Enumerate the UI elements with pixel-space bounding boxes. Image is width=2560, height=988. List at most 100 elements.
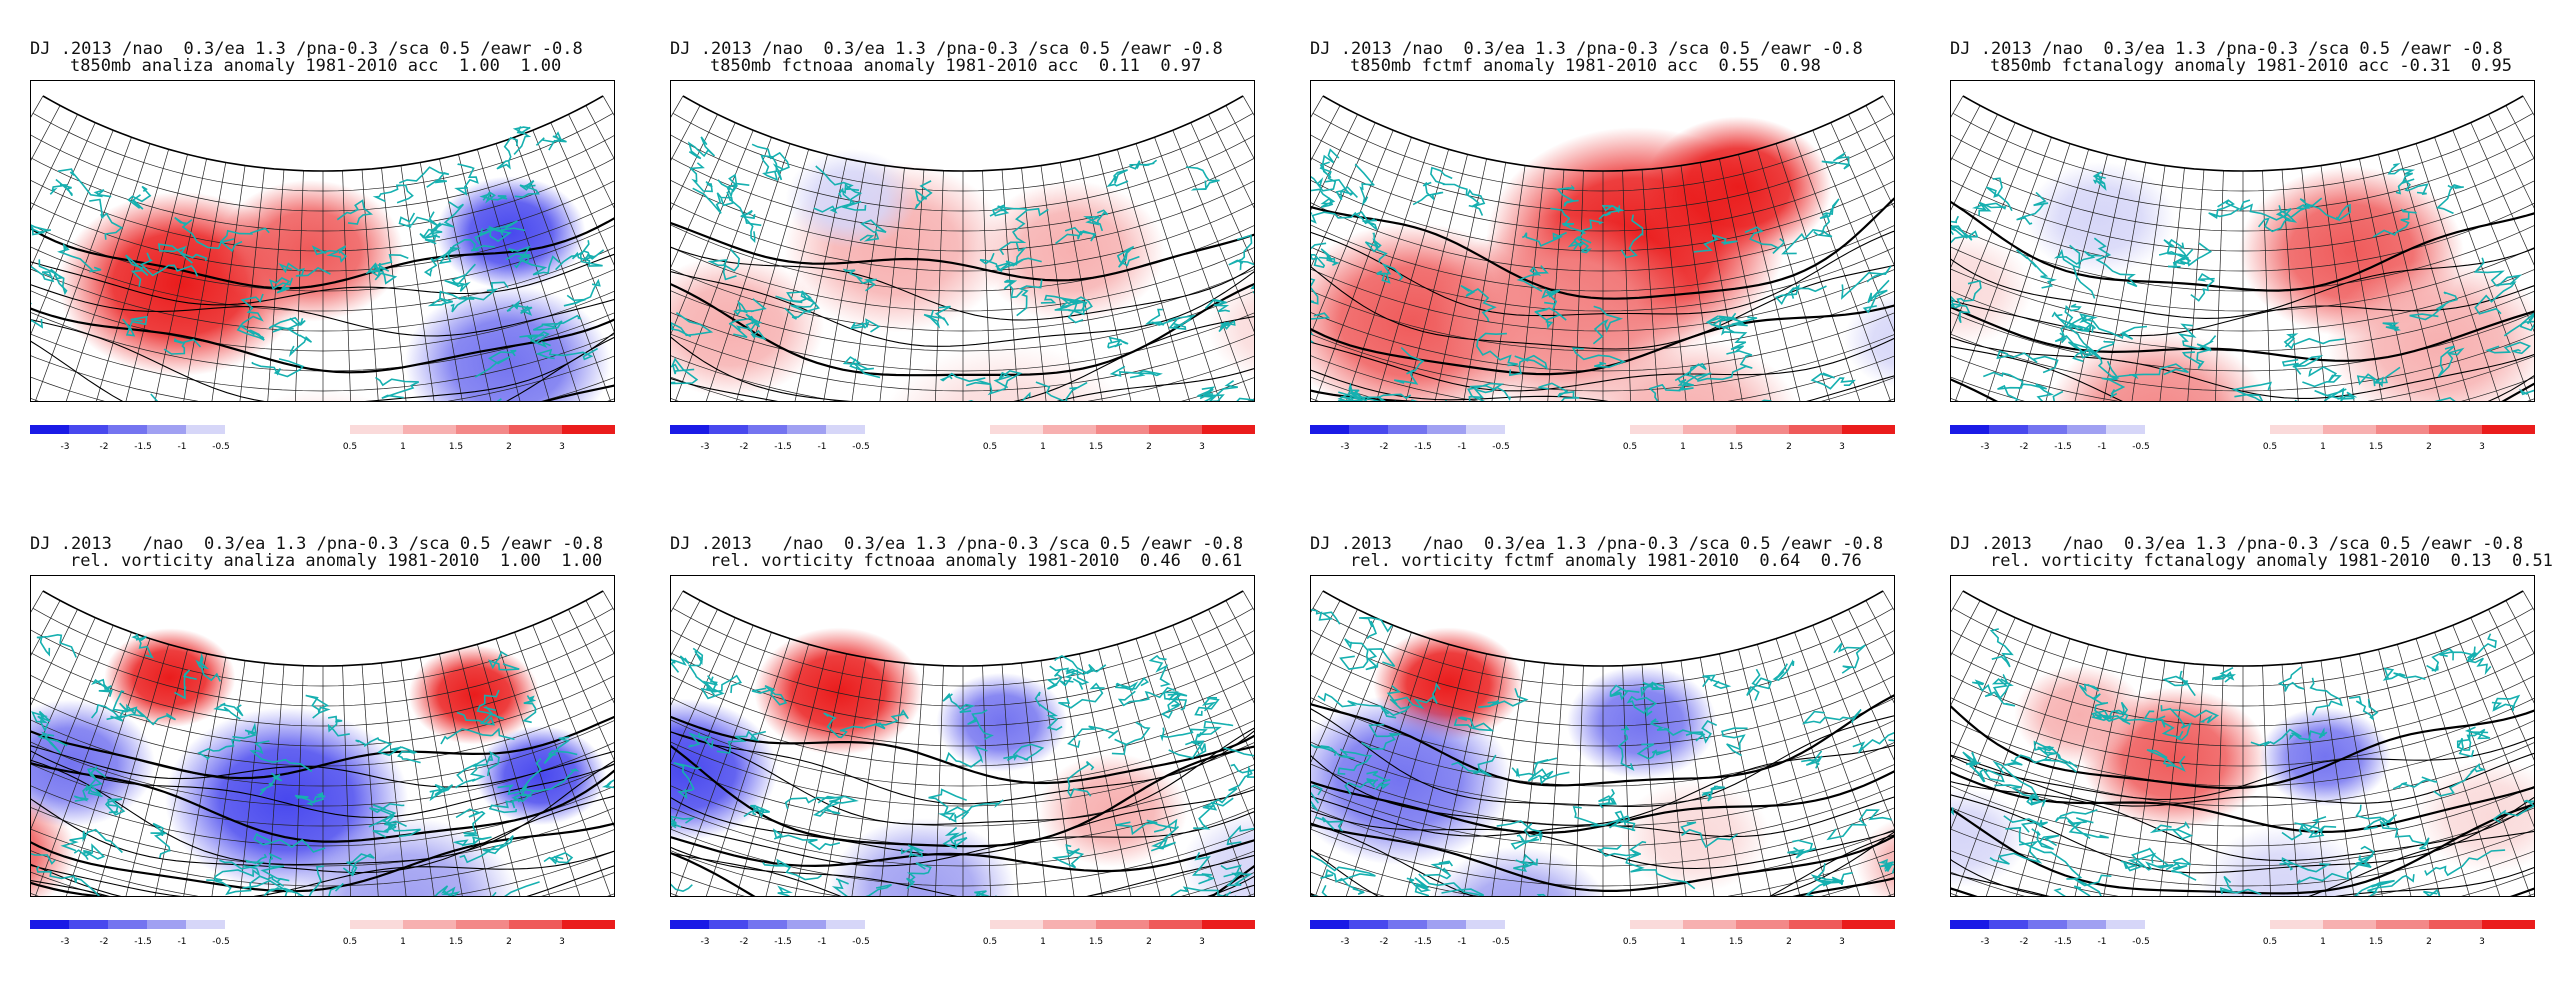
isolines xyxy=(1311,197,1894,401)
anomaly-region xyxy=(1566,665,1717,780)
colorbar-tick-label: 0.5 xyxy=(1623,937,1637,947)
panel-title-indices: DJ .2013 /nao 0.3/ea 1.3 /pna-0.3 /sca 0… xyxy=(1950,534,2524,554)
colorbar-tick-label: 0.5 xyxy=(983,442,997,452)
colorbar-tick-label: 1.5 xyxy=(1089,442,1103,452)
colorbar-tick-label: -3 xyxy=(61,937,70,947)
panel-title-field: t850mb fctmf anomaly 1981-2010 acc 0.55 … xyxy=(1350,56,1821,76)
colorbar-swatch xyxy=(1096,920,1149,929)
panel-title-indices: DJ .2013 /nao 0.3/ea 1.3 /pna-0.3 /sca 0… xyxy=(670,534,1244,554)
colorbar-tick-label: 3 xyxy=(1199,937,1205,947)
panel-title-field: t850mb fctnoaa anomaly 1981-2010 acc 0.1… xyxy=(710,56,1202,76)
colorbar-swatch xyxy=(2270,920,2323,929)
chart-panel: DJ .2013 /nao 0.3/ea 1.3 /pna-0.3 /sca 0… xyxy=(1310,535,1930,975)
colorbar-swatch xyxy=(826,920,865,929)
colorbar-swatch xyxy=(1789,425,1842,434)
panel-title-field: t850mb fctanalogy anomaly 1981-2010 acc … xyxy=(1990,56,2512,76)
colorbar-swatch xyxy=(990,425,1043,434)
colorbar-tick-label: 2 xyxy=(2426,442,2432,452)
colorbar-tick-label: -1.5 xyxy=(2054,937,2072,947)
map-svg xyxy=(671,95,1254,401)
colorbar-tick-label: -2 xyxy=(740,442,749,452)
colorbar-swatch xyxy=(2028,425,2067,434)
colorbar-swatch xyxy=(748,920,787,929)
land-contours xyxy=(31,633,614,896)
colorbar-swatch xyxy=(1202,920,1255,929)
colorbar-tick-label: 1 xyxy=(2320,937,2326,947)
colorbar-swatch xyxy=(1683,920,1736,929)
colorbar-tick-label: 3 xyxy=(1839,442,1845,452)
colorbar-tick-label: 1 xyxy=(1040,442,1046,452)
colorbar-tick-label: -1.5 xyxy=(134,937,152,947)
projection-boundary xyxy=(1962,95,2524,172)
map-plot-area xyxy=(1950,80,2535,402)
colorbar-tick-label: 2 xyxy=(1146,442,1152,452)
panel-title-field: rel. vorticity fctnoaa anomaly 1981-2010… xyxy=(710,551,1243,571)
anomaly-region xyxy=(1311,694,1512,865)
colorbar: -3 -2 -1.5 -1 -0.5 0.5 1 1.5 2 3 xyxy=(1950,920,2535,950)
colorbar-tick-label: -2 xyxy=(100,937,109,947)
colorbar-tick-label: -1.5 xyxy=(1414,442,1432,452)
colorbar-swatch xyxy=(2106,425,2145,434)
colorbar: -3 -2 -1.5 -1 -0.5 0.5 1 1.5 2 3 xyxy=(670,920,1255,950)
panel-title-field: rel. vorticity fctanalogy anomaly 1981-2… xyxy=(1990,551,2553,571)
colorbar-swatch xyxy=(709,920,748,929)
colorbar-swatch xyxy=(2429,425,2482,434)
colorbar-swatch xyxy=(2482,920,2535,929)
colorbar-swatch xyxy=(1096,425,1149,434)
land-contours xyxy=(1311,148,1892,401)
panel-title-indices: DJ .2013 /nao 0.3/ea 1.3 /pna-0.3 /sca 0… xyxy=(1950,39,2503,59)
colorbar-swatch xyxy=(787,920,826,929)
latlon-grid xyxy=(1951,95,2534,401)
colorbar-tick-label: -1.5 xyxy=(134,442,152,452)
map-svg xyxy=(1311,590,1894,896)
colorbar-tick-label: -1 xyxy=(178,937,187,947)
colorbar-swatch xyxy=(2067,425,2106,434)
colorbar-tick-label: 3 xyxy=(2479,937,2485,947)
map-plot-area xyxy=(670,575,1255,897)
colorbar-swatch xyxy=(1466,425,1505,434)
colorbar-swatch xyxy=(2323,920,2376,929)
colorbar-swatch xyxy=(30,425,69,434)
colorbar-tick-label: 3 xyxy=(1199,442,1205,452)
colorbar-tick-label: -0.5 xyxy=(2132,937,2150,947)
colorbar-tick-label: 0.5 xyxy=(983,937,997,947)
colorbar: -3 -2 -1.5 -1 -0.5 0.5 1 1.5 2 3 xyxy=(30,425,615,455)
colorbar-tick-label: 1.5 xyxy=(2369,442,2383,452)
colorbar-swatch xyxy=(826,425,865,434)
colorbar-tick-label: -1.5 xyxy=(1414,937,1432,947)
colorbar-swatch xyxy=(2376,425,2429,434)
colorbar-tick-label: -3 xyxy=(1981,442,1990,452)
colorbar-swatch xyxy=(30,920,69,929)
colorbar-swatch xyxy=(1950,425,1989,434)
colorbar-swatch xyxy=(1630,920,1683,929)
anomaly-region xyxy=(887,342,1126,401)
colorbar-tick-label: 2 xyxy=(1786,937,1792,947)
colorbar: -3 -2 -1.5 -1 -0.5 0.5 1 1.5 2 3 xyxy=(30,920,615,950)
colorbar-tick-label: 1.5 xyxy=(449,937,463,947)
projection-boundary xyxy=(42,590,604,667)
colorbar-tick-label: -3 xyxy=(1341,442,1350,452)
colorbar-swatch xyxy=(1349,425,1388,434)
colorbar-swatch xyxy=(670,920,709,929)
colorbar-tick-label: -1 xyxy=(1458,937,1467,947)
latlon-grid xyxy=(1951,590,2534,896)
colorbar-tick-label: -2 xyxy=(100,442,109,452)
colorbar-swatch xyxy=(787,425,826,434)
colorbar-swatch xyxy=(2028,920,2067,929)
map-plot-area xyxy=(1950,575,2535,897)
colorbar-swatch xyxy=(1388,425,1427,434)
colorbar-tick-label: 0.5 xyxy=(1623,442,1637,452)
colorbar-swatch xyxy=(147,920,186,929)
chart-panel: DJ .2013 /nao 0.3/ea 1.3 /pna-0.3 /sca 0… xyxy=(30,535,650,975)
isolines xyxy=(31,715,614,896)
chart-panel: DJ .2013 /nao 0.3/ea 1.3 /pna-0.3 /sca 0… xyxy=(1950,535,2560,975)
colorbar-tick-label: 1 xyxy=(400,442,406,452)
colorbar: -3 -2 -1.5 -1 -0.5 0.5 1 1.5 2 3 xyxy=(670,425,1255,455)
colorbar-swatch xyxy=(403,920,456,929)
colorbar-swatch xyxy=(1989,425,2028,434)
colorbar-swatch xyxy=(2067,920,2106,929)
anomaly-region xyxy=(294,816,519,896)
isolines xyxy=(31,217,614,401)
colorbar-tick-label: -0.5 xyxy=(852,937,870,947)
